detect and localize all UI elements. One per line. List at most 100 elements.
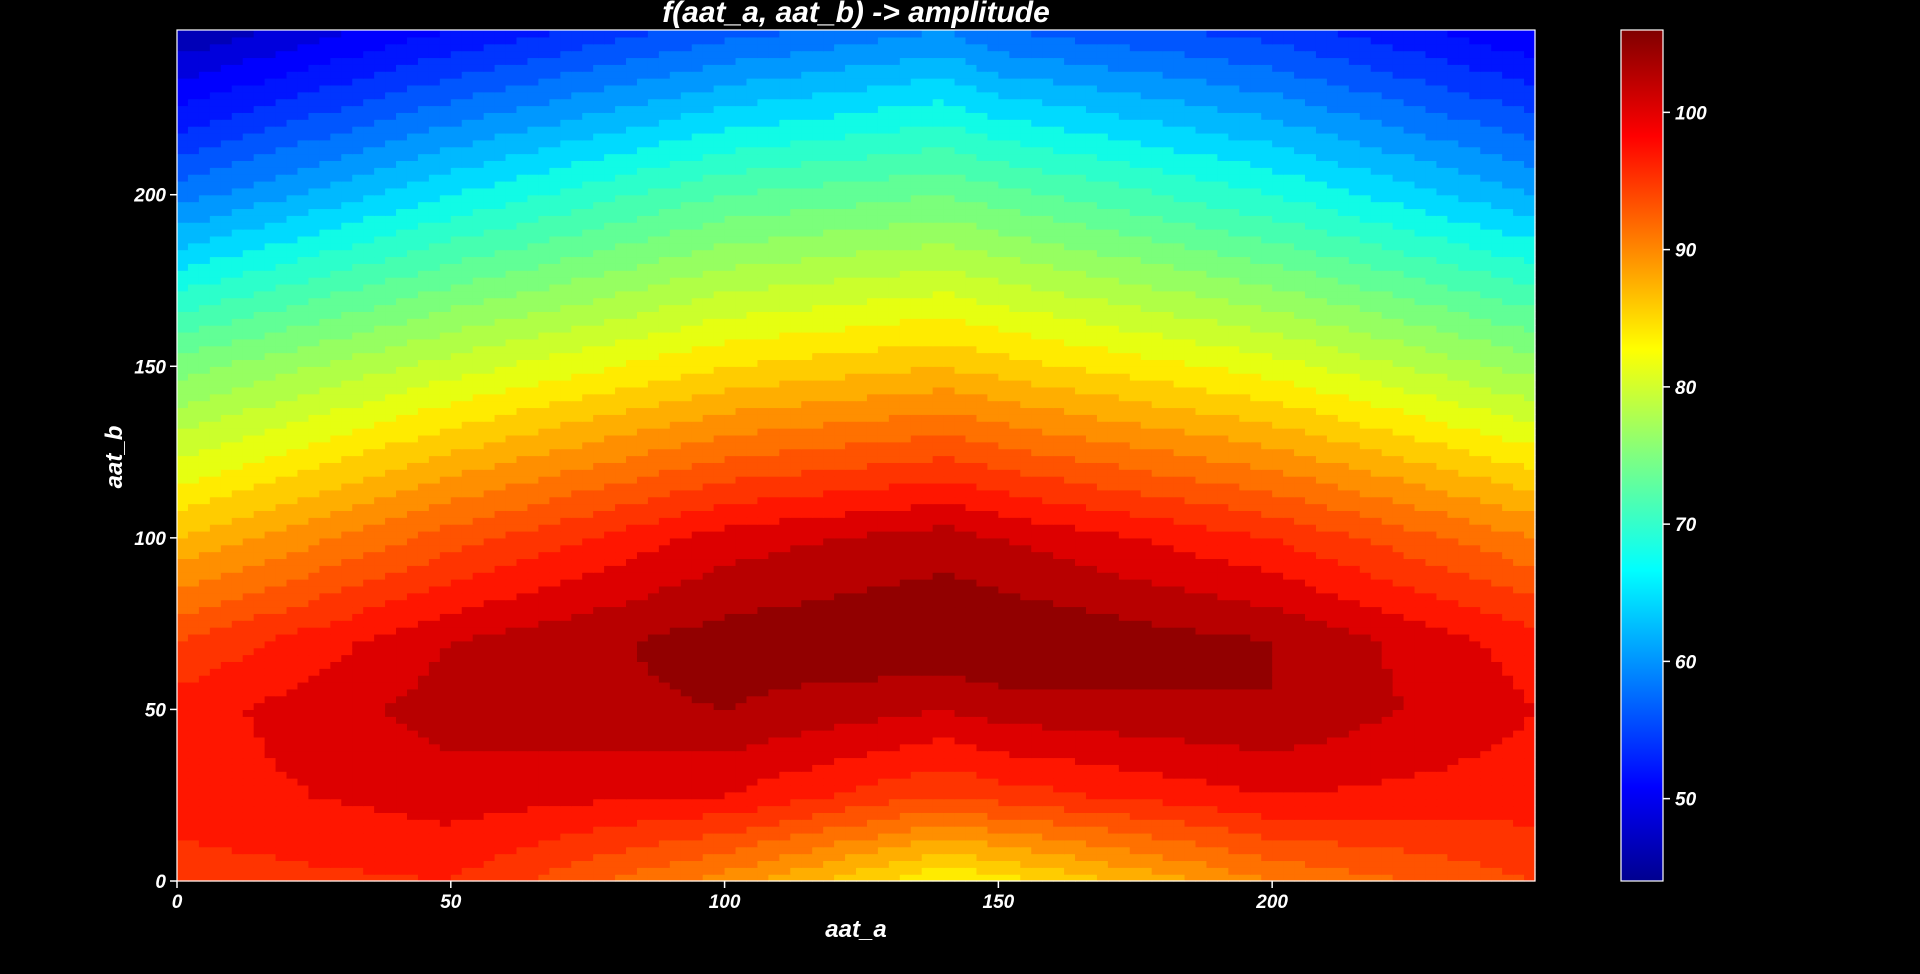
contour-cell	[385, 853, 397, 862]
contour-cell	[877, 812, 890, 820]
contour-cell	[1414, 702, 1427, 711]
contour-cell	[428, 771, 441, 779]
contour-cell	[220, 791, 233, 800]
contour-cell	[757, 668, 769, 676]
contour-cell	[647, 606, 660, 614]
contour-cell	[965, 860, 978, 868]
contour-cell	[658, 743, 671, 752]
contour-cell	[1513, 743, 1525, 752]
contour-cell	[253, 661, 266, 669]
contour-cell	[1053, 647, 1065, 656]
contour-cell	[626, 640, 638, 649]
contour-cell	[845, 798, 857, 807]
contour-cell	[1469, 867, 1481, 875]
contour-cell	[1305, 819, 1317, 827]
contour-cell	[1403, 606, 1416, 614]
contour-cell	[1228, 654, 1240, 662]
contour-cell	[352, 661, 364, 669]
contour-cell	[1392, 874, 1405, 882]
contour-cell	[593, 826, 605, 834]
contour-cell	[1107, 654, 1120, 662]
contour-cell	[1524, 778, 1536, 786]
contour-cell	[1129, 750, 1142, 759]
contour-cell	[1140, 633, 1153, 642]
contour-cell	[461, 846, 474, 855]
contour-cell	[483, 702, 496, 711]
contour-cell	[812, 839, 824, 848]
contour-cell	[856, 654, 868, 662]
contour-cell	[1096, 764, 1109, 772]
contour-cell	[866, 640, 879, 649]
contour-cell	[746, 812, 759, 820]
contour-cell	[713, 633, 726, 642]
contour-cell	[1250, 778, 1262, 786]
contour-cell	[921, 764, 934, 772]
contour-cell	[845, 791, 857, 800]
contour-cell	[779, 798, 791, 807]
contour-cell	[461, 620, 474, 628]
contour-cell	[834, 606, 846, 614]
contour-cell	[406, 681, 419, 690]
contour-cell	[275, 688, 288, 697]
contour-cell	[1129, 819, 1142, 827]
contour-cell	[538, 730, 550, 738]
contour-cell	[505, 668, 518, 676]
contour-cell	[319, 730, 331, 738]
contour-cell	[1283, 620, 1295, 628]
contour-cell	[177, 860, 189, 868]
contour-cell	[560, 613, 572, 621]
contour-cell	[702, 853, 715, 862]
contour-cell	[494, 771, 507, 779]
contour-cell	[823, 846, 835, 855]
contour-cell	[691, 730, 704, 738]
contour-cell	[242, 867, 255, 875]
contour-cell	[877, 730, 890, 738]
contour-cell	[932, 743, 945, 752]
contour-cell	[1348, 874, 1361, 882]
contour-cell	[998, 791, 1010, 800]
contour-cell	[1096, 627, 1109, 635]
contour-cell	[604, 784, 616, 793]
contour-cell	[823, 723, 835, 731]
contour-cell	[845, 750, 857, 759]
contour-cell	[899, 812, 912, 820]
contour-cell	[1195, 860, 1208, 868]
contour-cell	[856, 784, 868, 793]
contour-cell	[713, 688, 726, 697]
contour-cell	[1228, 784, 1240, 793]
contour-cell	[987, 716, 999, 724]
contour-cell	[812, 853, 824, 862]
contour-cell	[1020, 661, 1032, 669]
contour-cell	[187, 839, 200, 848]
contour-cell	[691, 860, 704, 868]
contour-cell	[1359, 702, 1372, 711]
contour-cell	[779, 640, 791, 649]
contour-cell	[1020, 778, 1032, 786]
contour-cell	[1425, 839, 1438, 848]
contour-cell	[790, 688, 802, 697]
contour-cell	[1064, 681, 1076, 690]
contour-cell	[1173, 812, 1186, 820]
contour-cell	[461, 606, 474, 614]
contour-cell	[856, 867, 868, 875]
contour-cell	[1053, 771, 1065, 779]
contour-cell	[1458, 688, 1470, 697]
contour-cell	[757, 702, 769, 711]
contour-cell	[954, 784, 967, 793]
contour-cell	[505, 771, 518, 779]
contour-cell	[943, 743, 956, 752]
contour-cell	[571, 675, 583, 683]
contour-cell	[1140, 647, 1153, 656]
contour-cell	[220, 681, 233, 690]
contour-cell	[1053, 688, 1065, 697]
contour-cell	[428, 647, 441, 656]
contour-cell	[877, 853, 890, 862]
contour-cell	[1370, 716, 1383, 724]
contour-cell	[647, 723, 660, 731]
contour-cell	[1348, 791, 1361, 800]
contour-cell	[757, 613, 769, 621]
contour-cell	[275, 654, 288, 662]
contour-cell	[680, 805, 693, 813]
contour-cell	[1140, 613, 1153, 621]
contour-cell	[691, 661, 704, 669]
